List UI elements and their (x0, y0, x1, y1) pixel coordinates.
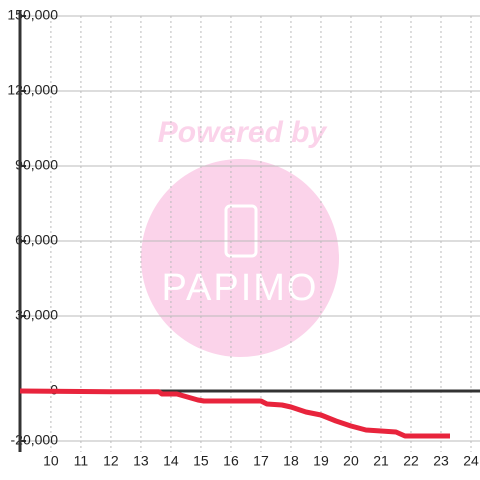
x-tick-label: 24 (463, 453, 479, 469)
line (19, 388, 450, 439)
x-tick-label: 22 (403, 453, 419, 469)
y-tick-label: -20,000 (11, 432, 59, 448)
x-tick-label: 14 (163, 453, 179, 469)
y-tick-label: 30,000 (15, 307, 58, 323)
watermark-text: Powered by (158, 116, 328, 149)
x-tick-label: 21 (373, 453, 389, 469)
x-tick-label: 10 (43, 453, 59, 469)
x-tick-label: 20 (343, 453, 359, 469)
x-tick-label: 13 (133, 453, 149, 469)
x-tick-label: 23 (433, 453, 449, 469)
x-tick-label: 18 (283, 453, 299, 469)
x-tick-label: 16 (223, 453, 239, 469)
watermark-circle (141, 159, 339, 357)
y-tick-label: 120,000 (7, 82, 58, 98)
y-tick-label: 90,000 (15, 157, 58, 173)
watermark: Powered by PAPIMO (141, 116, 339, 357)
x-tick-label: 17 (253, 453, 269, 469)
x-tick-label: 15 (193, 453, 209, 469)
y-tick-label: 60,000 (15, 232, 58, 248)
x-tick-label: 12 (103, 453, 119, 469)
x-tick-label: 19 (313, 453, 329, 469)
watermark-logo: PAPIMO (162, 267, 319, 309)
x-tick-label: 11 (74, 453, 89, 469)
y-tick-label: 150,000 (7, 7, 58, 23)
watermark-icon (224, 204, 258, 258)
